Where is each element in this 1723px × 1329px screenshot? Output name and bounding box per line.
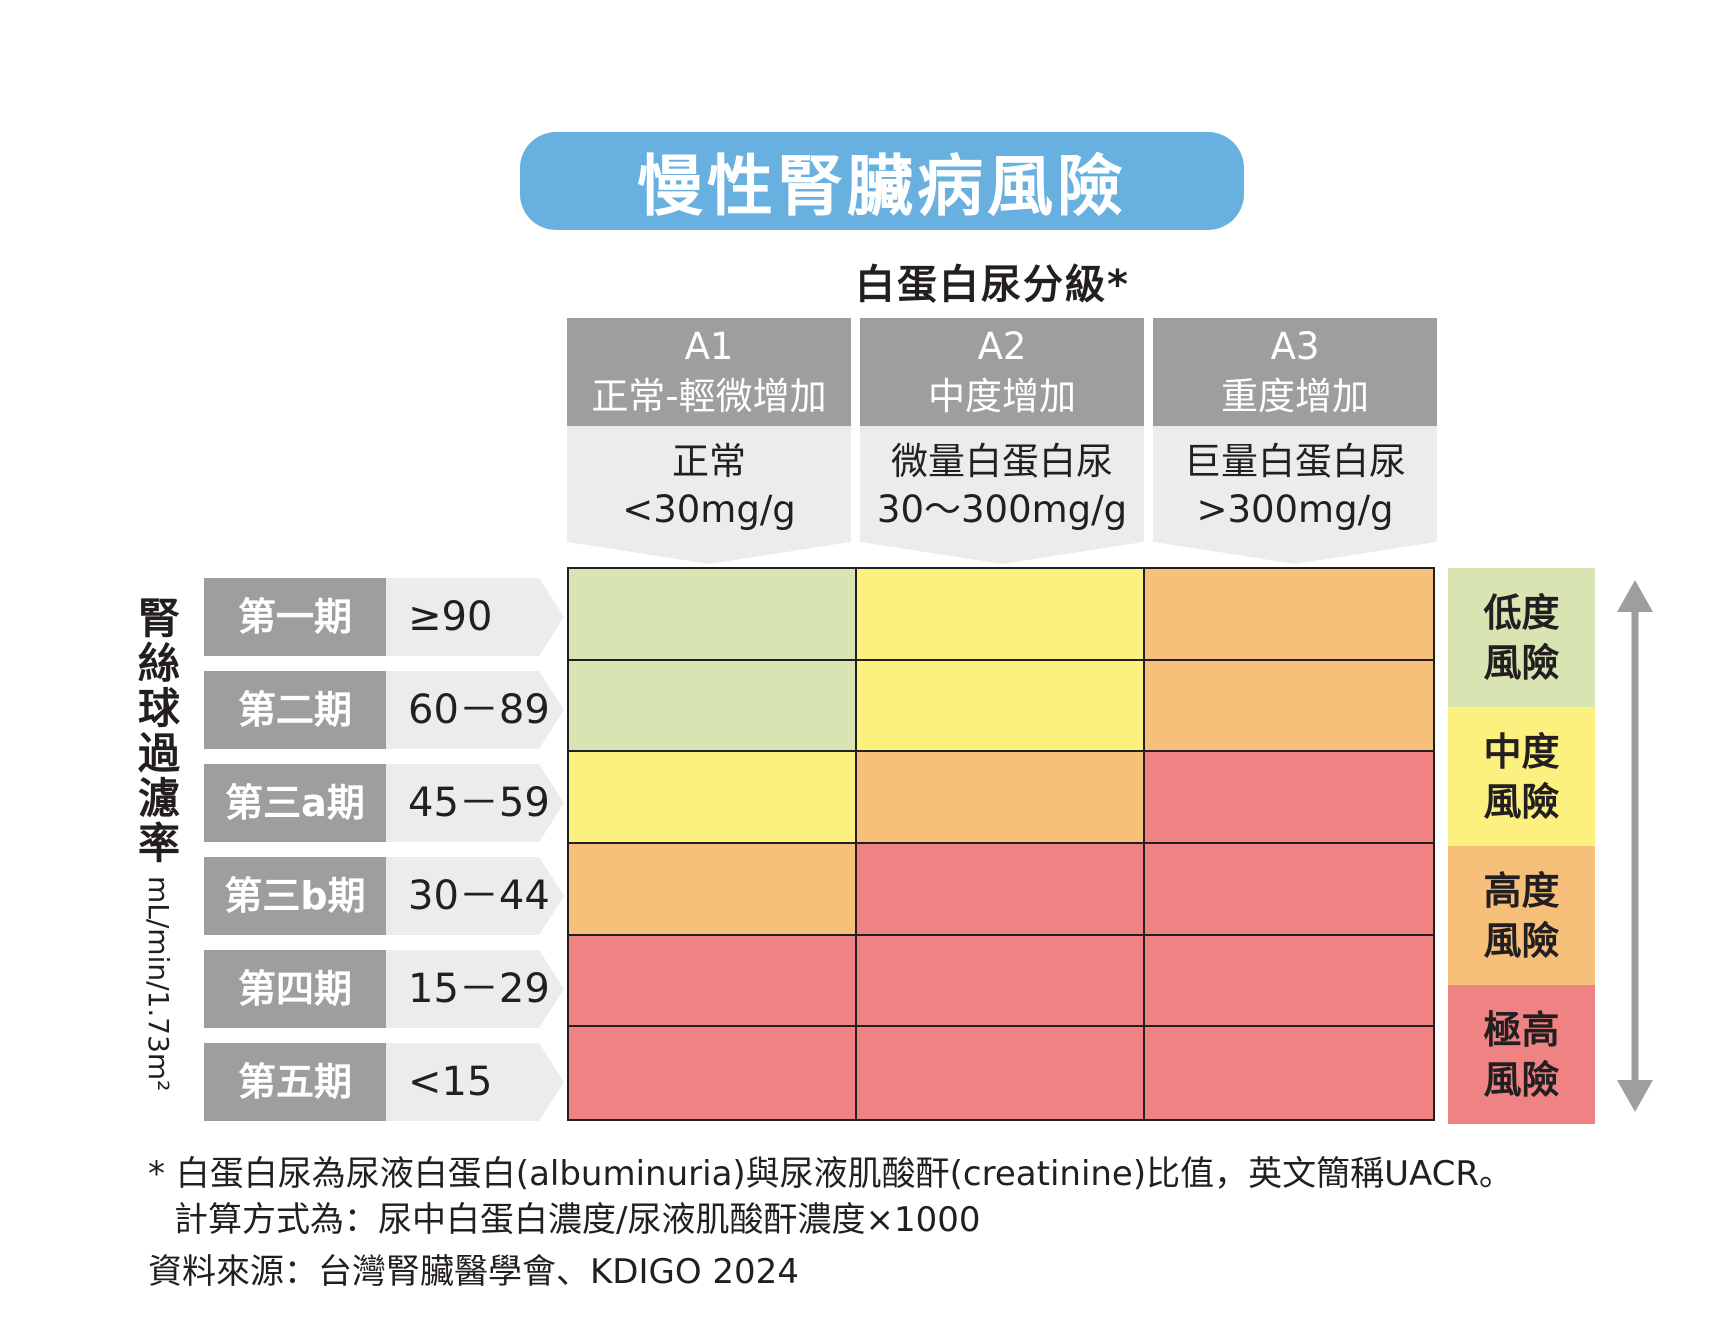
risk-cell bbox=[1145, 569, 1433, 661]
albuminuria-grade-heading: 白蛋白尿分級* bbox=[855, 262, 1130, 308]
footnote-formula: 計算方式為：尿中白蛋白濃度/尿液肌酸酐濃度×1000 bbox=[174, 1200, 981, 1240]
stage-row-3b: 第三b期 30－44 bbox=[204, 857, 564, 935]
stage-name: 第四期 bbox=[204, 950, 386, 1028]
stage-range: <15 bbox=[386, 1043, 564, 1121]
risk-cell bbox=[569, 843, 857, 936]
stage-row-5: 第五期 <15 bbox=[204, 1043, 564, 1121]
stage-range: 30－44 bbox=[386, 857, 564, 935]
column-desc: 正常 bbox=[672, 440, 746, 483]
column-header-a2: A2 中度增加 微量白蛋白尿 30～300mg/g bbox=[860, 318, 1144, 564]
risk-cell bbox=[857, 843, 1145, 936]
risk-cell bbox=[569, 1027, 857, 1119]
risk-cell bbox=[569, 752, 857, 844]
risk-cell bbox=[857, 569, 1145, 661]
risk-cell bbox=[1145, 660, 1433, 753]
risk-cell bbox=[1145, 752, 1433, 844]
risk-legend: 低度 風險 中度 風險 高度 風險 極高 風險 bbox=[1448, 568, 1595, 1124]
risk-cell bbox=[1145, 843, 1433, 936]
risk-cell bbox=[569, 935, 857, 1028]
risk-cell bbox=[857, 935, 1145, 1028]
stage-row-2: 第二期 60－89 bbox=[204, 671, 564, 749]
risk-cell bbox=[857, 1027, 1145, 1119]
footnote-source: 資料來源：台灣腎臟醫學會、KDIGO 2024 bbox=[148, 1252, 799, 1292]
stage-row-4: 第四期 15－29 bbox=[204, 950, 564, 1028]
column-desc: 微量白蛋白尿 bbox=[891, 440, 1113, 483]
stage-row-1: 第一期 ≥90 bbox=[204, 578, 564, 656]
legend-very-high-risk: 極高 風險 bbox=[1448, 985, 1595, 1124]
risk-cell bbox=[569, 569, 857, 661]
gfr-axis-unit: mL/min/1.73m² bbox=[142, 876, 175, 1092]
risk-cell bbox=[857, 752, 1145, 844]
title-banner: 慢性腎臟病風險 bbox=[520, 132, 1244, 230]
risk-cell bbox=[569, 660, 857, 753]
risk-cell bbox=[1145, 935, 1433, 1028]
stage-row-3a: 第三a期 45－59 bbox=[204, 764, 564, 842]
stage-range: ≥90 bbox=[386, 578, 564, 656]
column-value: >300mg/g bbox=[1196, 488, 1394, 531]
column-value: <30mg/g bbox=[622, 488, 796, 531]
legend-moderate-risk: 中度 風險 bbox=[1448, 707, 1595, 846]
gfr-axis: 腎絲球過濾率 mL/min/1.73m² bbox=[134, 596, 184, 1091]
column-code: A1 bbox=[684, 325, 734, 368]
stage-name: 第五期 bbox=[204, 1043, 386, 1121]
stage-name: 第二期 bbox=[204, 671, 386, 749]
stage-name: 第一期 bbox=[204, 578, 386, 656]
column-name: 正常-輕微增加 bbox=[591, 375, 827, 418]
column-value: 30～300mg/g bbox=[876, 488, 1128, 531]
stage-range: 15－29 bbox=[386, 950, 564, 1028]
stage-name: 第三a期 bbox=[204, 764, 386, 842]
column-desc: 巨量白蛋白尿 bbox=[1184, 440, 1406, 483]
footnote-uacr: * 白蛋白尿為尿液白蛋白(albuminuria)與尿液肌酸酐(creatini… bbox=[148, 1154, 1514, 1194]
column-name: 重度增加 bbox=[1221, 375, 1369, 418]
legend-low-risk: 低度 風險 bbox=[1448, 568, 1595, 707]
column-code: A3 bbox=[1270, 325, 1320, 368]
column-header-a1: A1 正常-輕微增加 正常 <30mg/g bbox=[567, 318, 851, 564]
column-code: A2 bbox=[977, 325, 1027, 368]
risk-grid bbox=[567, 567, 1435, 1121]
double-arrow-icon bbox=[1617, 580, 1653, 1112]
gfr-axis-label: 腎絲球過濾率 bbox=[137, 594, 180, 868]
column-header-a3: A3 重度增加 巨量白蛋白尿 >300mg/g bbox=[1153, 318, 1437, 564]
stage-name: 第三b期 bbox=[204, 857, 386, 935]
risk-cell bbox=[857, 660, 1145, 753]
legend-high-risk: 高度 風險 bbox=[1448, 846, 1595, 985]
stage-range: 45－59 bbox=[386, 764, 564, 842]
stage-range: 60－89 bbox=[386, 671, 564, 749]
risk-cell bbox=[1145, 1027, 1433, 1119]
page-title: 慢性腎臟病風險 bbox=[637, 148, 1127, 225]
column-name: 中度增加 bbox=[928, 375, 1076, 418]
